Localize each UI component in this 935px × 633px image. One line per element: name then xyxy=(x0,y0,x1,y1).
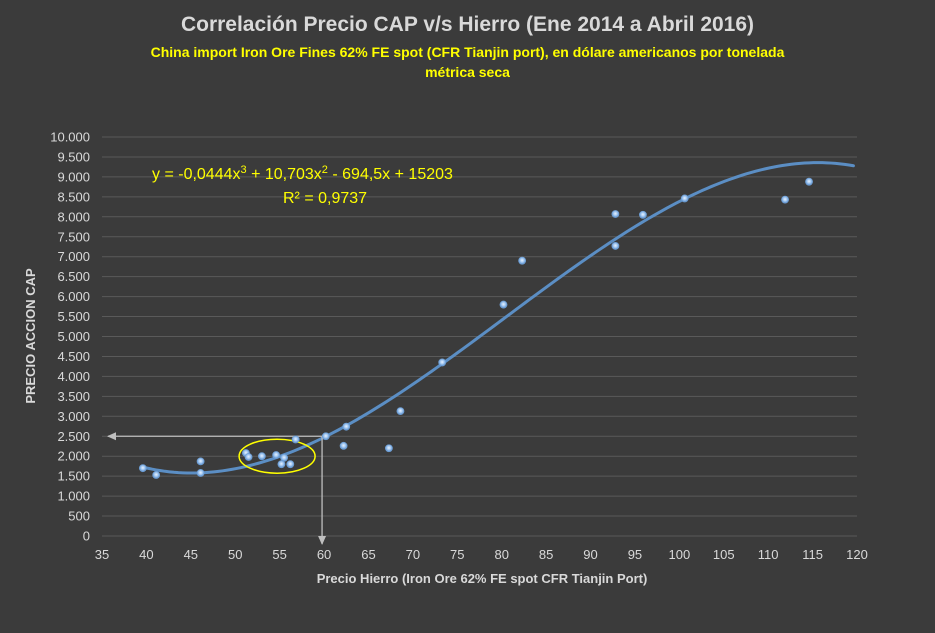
x-tick-label: 65 xyxy=(361,547,375,562)
y-tick-label: 5.000 xyxy=(57,329,90,344)
data-point xyxy=(781,195,789,204)
x-tick-label: 55 xyxy=(272,547,286,562)
equation-text: y = -0,0444x3 + 10,703x2 - 694,5x + 1520… xyxy=(152,164,453,183)
r-squared-text: R² = 0,9737 xyxy=(283,190,367,207)
data-point xyxy=(805,177,813,186)
x-tick-label: 115 xyxy=(802,547,823,562)
data-point xyxy=(196,469,205,477)
x-tick-label: 100 xyxy=(669,547,691,562)
y-tick-label: 7.500 xyxy=(57,229,90,244)
y-tick-label: 0 xyxy=(83,529,90,544)
data-point xyxy=(611,210,620,218)
y-tick-label: 2.500 xyxy=(57,429,90,444)
chart-subtitle-line-2: métrica seca xyxy=(425,64,510,80)
data-point xyxy=(518,256,527,265)
x-tick-label: 120 xyxy=(846,547,868,562)
x-tick-label: 90 xyxy=(583,547,597,562)
data-point xyxy=(611,242,620,250)
y-tick-label: 4.500 xyxy=(57,349,90,364)
data-point xyxy=(280,453,288,462)
data-point xyxy=(384,444,393,453)
data-point xyxy=(438,358,447,367)
data-point xyxy=(339,441,348,450)
y-tick-label: 3.000 xyxy=(57,409,90,424)
y-tick-label: 4.000 xyxy=(57,369,90,384)
trendline-equation: y = -0,0444x3 + 10,703x2 - 694,5x + 1520… xyxy=(152,164,453,207)
y-tick-label: 9.500 xyxy=(57,149,90,164)
y-tick-label: 7.000 xyxy=(57,249,90,264)
equation-exp-3: 3 xyxy=(241,164,247,176)
x-axis-ticks: 35 40 45 50 55 60 65 70 75 80 85 90 95 100 105 110 115 12… xyxy=(95,547,868,562)
x-tick-label: 85 xyxy=(539,547,553,562)
y-tick-label: 1.000 xyxy=(57,489,90,504)
y-tick-label: 2.000 xyxy=(57,449,90,464)
x-tick-label: 110 xyxy=(758,547,779,562)
y-tick-label: 500 xyxy=(68,509,90,524)
chart-subtitle-line-1: China import Iron Ore Fines 62% FE spot … xyxy=(150,44,785,60)
data-point xyxy=(639,210,647,219)
y-tick-label: 1.500 xyxy=(57,469,90,484)
y-tick-label: 3.500 xyxy=(57,389,90,404)
x-axis-title: Precio Hierro (Iron Ore 62% FE spot CFR … xyxy=(317,571,648,586)
data-point xyxy=(321,432,330,441)
x-tick-label: 70 xyxy=(406,547,420,562)
x-tick-label: 105 xyxy=(713,547,735,562)
y-axis-title: PRECIO ACCION CAP xyxy=(23,268,38,404)
y-axis-ticks: 0 500 1.000 1.500 2.000 2.500 3.000 3.500 4.000 4… xyxy=(50,130,90,544)
y-tick-label: 5.500 xyxy=(57,309,90,324)
data-point xyxy=(272,451,280,459)
x-tick-label: 40 xyxy=(139,547,153,562)
y-tick-label: 8.000 xyxy=(57,209,90,224)
data-point xyxy=(244,453,253,461)
y-tick-label: 10.000 xyxy=(50,130,90,145)
data-point xyxy=(291,435,300,444)
gridlines xyxy=(102,136,857,537)
y-tick-label: 6.500 xyxy=(57,269,90,284)
chart-title: Correlación Precio CAP v/s Hierro (Ene 2… xyxy=(180,13,755,36)
data-point xyxy=(342,422,351,431)
trendline-layer xyxy=(141,161,855,475)
y-tick-label: 9.000 xyxy=(57,169,90,184)
data-point xyxy=(152,471,161,479)
equation-exp-2: 2 xyxy=(322,164,328,176)
polynomial-trendline xyxy=(141,161,855,475)
highlight-ellipse xyxy=(238,438,316,474)
data-points xyxy=(138,177,813,479)
data-point xyxy=(499,300,508,309)
y-tick-label: 8.500 xyxy=(57,189,90,204)
x-tick-label: 75 xyxy=(450,547,464,562)
data-point xyxy=(680,194,689,203)
equation-part-2: + 10,703x xyxy=(247,166,322,183)
equation-part-1: y = -0,0444x xyxy=(152,166,241,183)
data-point xyxy=(138,464,147,473)
x-tick-label: 80 xyxy=(494,547,508,562)
x-tick-label: 95 xyxy=(628,547,642,562)
data-point xyxy=(257,452,266,461)
y-tick-label: 6.000 xyxy=(57,289,90,304)
x-tick-label: 35 xyxy=(95,547,109,562)
data-point xyxy=(286,460,295,469)
x-tick-label: 45 xyxy=(184,547,198,562)
data-point xyxy=(396,407,405,416)
x-tick-label: 60 xyxy=(317,547,331,562)
x-tick-label: 50 xyxy=(228,547,242,562)
annotation-layer xyxy=(107,432,327,545)
data-point xyxy=(196,457,205,466)
equation-part-3: - 694,5x + 15203 xyxy=(328,166,453,183)
